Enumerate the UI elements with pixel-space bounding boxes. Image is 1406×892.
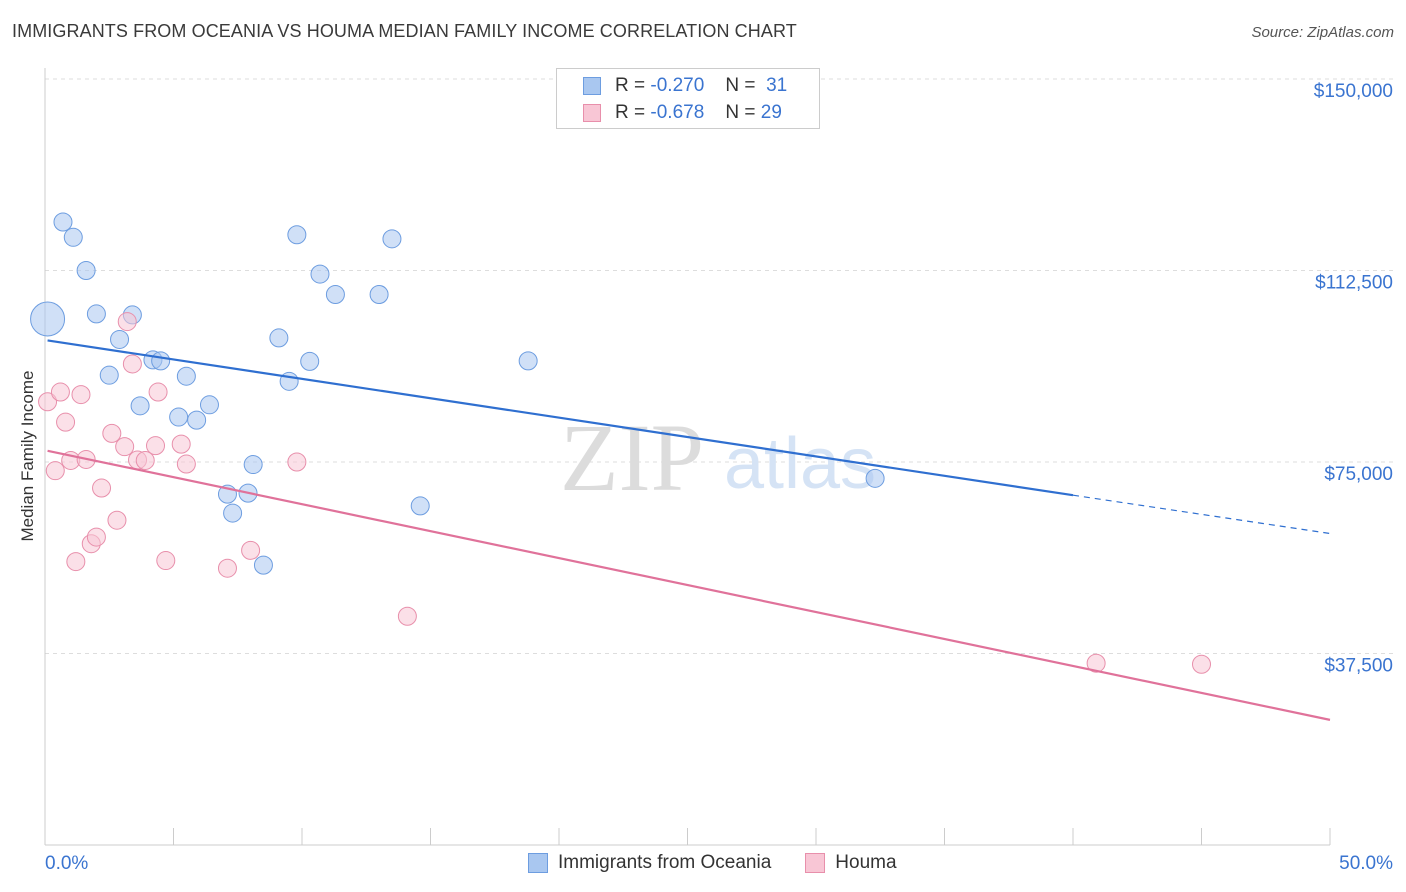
point-oceania xyxy=(518,351,538,371)
trend-line-oceania xyxy=(47,339,1074,497)
point-houma xyxy=(38,392,58,412)
legend-label-houma: Houma xyxy=(835,852,897,873)
point-oceania xyxy=(369,285,389,305)
point-oceania xyxy=(310,264,330,284)
legend-square-oceania xyxy=(528,853,548,873)
point-houma xyxy=(135,450,155,470)
legend-swatch-houma xyxy=(583,104,601,122)
source-label: Source: ZipAtlas.com xyxy=(1251,24,1394,41)
point-houma xyxy=(92,478,112,498)
point-oceania xyxy=(76,261,96,280)
grid xyxy=(45,78,1395,654)
point-houma xyxy=(86,527,106,547)
point-houma xyxy=(45,461,65,481)
r-value: -0.678 xyxy=(650,102,705,123)
point-oceania xyxy=(53,212,73,232)
trend-line-houma xyxy=(47,449,1331,721)
point-houma xyxy=(1086,653,1106,673)
r-label: R = xyxy=(615,75,646,96)
r-value: -0.270 xyxy=(650,75,705,96)
trend-lines xyxy=(47,339,1331,721)
point-oceania xyxy=(865,468,885,488)
point-houma xyxy=(50,382,70,402)
point-oceania xyxy=(287,225,307,245)
point-oceania xyxy=(223,503,243,523)
point-oceania xyxy=(269,328,289,348)
legend-label-oceania: Immigrants from Oceania xyxy=(558,852,772,873)
y-tick-label: $37,500 xyxy=(1324,656,1393,677)
point-oceania xyxy=(30,301,66,337)
point-oceania xyxy=(169,407,189,427)
chart-title: IMMIGRANTS FROM OCEANIA VS HOUMA MEDIAN … xyxy=(12,21,797,41)
n-label: N = xyxy=(725,102,756,123)
point-oceania xyxy=(176,366,196,386)
point-oceania xyxy=(382,229,402,249)
y-tick-label: $112,500 xyxy=(1315,273,1393,294)
legend-row-houma: R = -0.678 N = 29 xyxy=(583,101,782,125)
point-houma xyxy=(102,423,122,443)
y-axis-title: Median Family Income xyxy=(18,370,37,542)
legend-item-oceania[interactable]: Immigrants from Oceania xyxy=(528,852,771,874)
point-houma xyxy=(71,385,91,405)
point-houma xyxy=(1192,654,1211,674)
point-houma xyxy=(171,434,191,454)
legend-item-houma[interactable]: Houma xyxy=(805,852,897,874)
point-houma xyxy=(115,437,135,457)
n-value: 31 xyxy=(766,75,788,96)
point-houma xyxy=(146,436,166,456)
point-houma xyxy=(397,606,417,626)
series-legend: Immigrants from Oceania Houma xyxy=(528,852,931,874)
point-houma xyxy=(156,551,176,571)
point-houma xyxy=(122,354,142,374)
n-value: 29 xyxy=(760,102,782,123)
legend-swatch-oceania xyxy=(583,77,601,95)
point-oceania xyxy=(243,455,263,475)
point-oceania xyxy=(187,410,207,430)
legend-row-oceania: R = -0.270 N = 31 xyxy=(583,74,787,98)
axes xyxy=(44,68,1331,846)
point-oceania xyxy=(325,285,345,305)
trend-line-extension-oceania xyxy=(1072,494,1331,535)
point-oceania xyxy=(63,227,83,247)
point-houma xyxy=(217,558,237,578)
x-tick-label: 50.0% xyxy=(1339,853,1393,874)
point-oceania xyxy=(410,496,430,516)
point-oceania xyxy=(110,329,130,349)
point-oceania xyxy=(86,304,106,324)
point-houma xyxy=(117,312,137,332)
point-houma xyxy=(241,540,261,560)
point-oceania xyxy=(151,351,171,371)
watermark-atlas: atlas xyxy=(724,424,876,504)
point-oceania xyxy=(253,555,273,575)
data-points xyxy=(30,212,1211,674)
n-label: N = xyxy=(725,75,756,96)
y-tick-label: $75,000 xyxy=(1324,464,1393,485)
tick-labels: $37,500 $75,000 $112,500 $150,000 0.0% 50.0% xyxy=(45,81,1393,874)
stats-legend: R = -0.270 N = 31 R = -0.678 N = 29 xyxy=(556,68,820,129)
x-tick-label: 0.0% xyxy=(45,853,88,874)
point-oceania xyxy=(130,396,150,416)
point-oceania xyxy=(300,351,320,371)
point-oceania xyxy=(199,395,219,415)
point-oceania xyxy=(99,365,119,385)
point-houma xyxy=(66,552,86,572)
y-tick-label: $150,000 xyxy=(1314,81,1393,102)
point-houma xyxy=(176,454,196,474)
r-label: R = xyxy=(615,102,646,123)
point-houma xyxy=(107,510,127,530)
point-houma xyxy=(287,452,307,472)
point-houma xyxy=(148,382,168,402)
legend-square-houma xyxy=(805,853,826,873)
watermark: ZIP atlas xyxy=(560,404,876,511)
point-houma xyxy=(56,412,76,432)
